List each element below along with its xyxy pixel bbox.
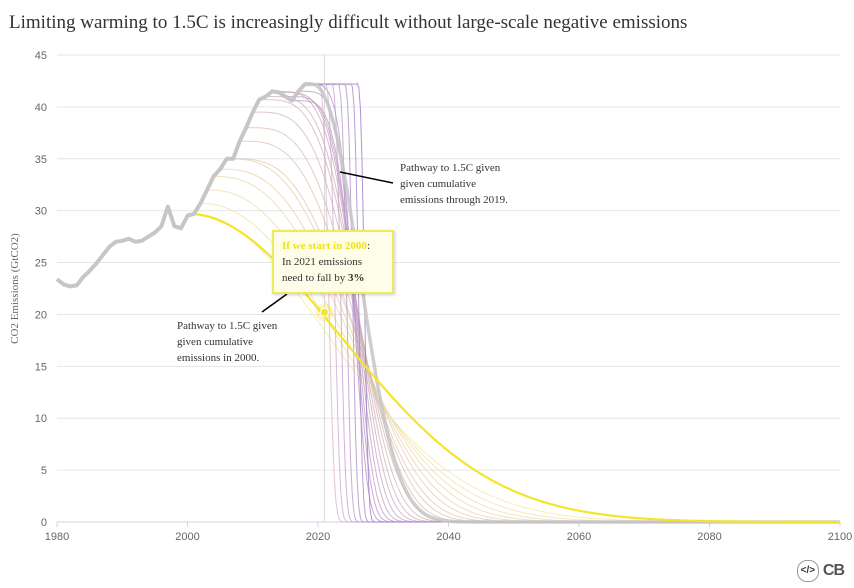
x-tick-label-2060: 2060: [567, 531, 591, 543]
chart-title: Limiting warming to 1.5C is increasingly…: [9, 12, 688, 33]
annotation-2019-line-2: emissions through 2019.: [400, 194, 508, 206]
pathway-line-2011: [259, 99, 840, 523]
annotation-2000-line-2: emissions in 2000.: [177, 352, 259, 364]
carbon-brief-logo: CB: [822, 562, 845, 579]
pathway-line-2017: [298, 90, 840, 523]
annotation-2000-line-1: given cumulative: [177, 336, 253, 348]
y-tick-label-0: 0: [41, 517, 47, 529]
y-tick-label-25: 25: [35, 258, 47, 270]
pathway-line-2005: [220, 168, 840, 523]
historical-emissions-line: [55, 82, 312, 289]
y-tick-label-35: 35: [35, 154, 47, 166]
x-tick-label-2040: 2040: [436, 531, 460, 543]
pathway-line-2013: [272, 90, 840, 523]
y-tick-label-10: 10: [35, 413, 47, 425]
y-tick-label-20: 20: [35, 309, 47, 321]
pathway-line-2006: [226, 158, 840, 523]
tooltip-colon: :: [366, 240, 370, 252]
stub-dot-2025: [349, 82, 353, 86]
x-tick-label-2100: 2100: [828, 531, 852, 543]
y-tick-label-40: 40: [35, 102, 47, 114]
tooltip-head: If we start in 2000: [282, 240, 367, 252]
annotation-2019-line-0: Pathway to 1.5C given: [400, 162, 501, 174]
stub-dot-2023: [336, 82, 339, 86]
y-tick-label-45: 45: [35, 50, 47, 62]
annotation-2000-pointer: [261, 293, 288, 313]
stub-dot-2022: [329, 82, 333, 86]
embed-icon[interactable]: </>: [796, 560, 819, 582]
tooltip: If we start in 2000: In 2021 emissions n…: [272, 230, 394, 294]
highlight-point: [320, 307, 330, 317]
y-tick-label-5: 5: [41, 465, 47, 477]
tooltip-line1: In 2021 emissions: [282, 256, 363, 268]
x-tick-label-2020: 2020: [306, 531, 330, 543]
chart-plot: 0 5 10 15 20 25 30 35 40 45 1980 2000 2020 2040 2060 20…: [9, 50, 852, 543]
x-tick-label-1980: 1980: [45, 531, 69, 543]
annotation-2000-line-0: Pathway to 1.5C given: [177, 320, 278, 332]
y-axis-label: CO2 Emissions (GtCO2): [9, 233, 21, 344]
pathway-line-2026: [311, 83, 840, 523]
annotation-2019-line-1: given cumulative: [400, 178, 476, 190]
pathway-line-2015: [285, 96, 840, 523]
x-tick-label-2080: 2080: [697, 531, 721, 543]
annotation-2019-pointer: [339, 171, 394, 184]
footer-logo: </> CB: [796, 560, 845, 582]
tooltip-line2-prefix: need to fall by: [282, 272, 348, 284]
y-tick-label-30: 30: [35, 206, 47, 218]
pathway-fan: [193, 83, 840, 523]
pathway-line-2018: [304, 83, 840, 523]
pathway-line-2014: [278, 91, 840, 523]
stub-dot-2021: [323, 82, 326, 86]
stub-dot-2024: [342, 82, 346, 86]
x-tick-label-2000: 2000: [175, 531, 199, 543]
y-tick-label-15: 15: [35, 361, 47, 373]
stub-dot-2026: [355, 82, 359, 86]
tooltip-line2-value: 3%: [347, 272, 365, 284]
